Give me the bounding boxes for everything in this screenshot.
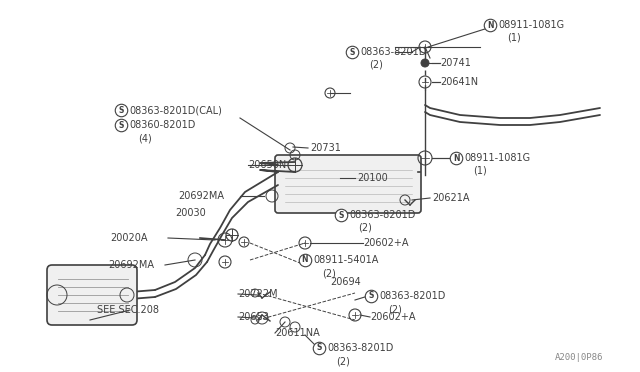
- Text: 08363-8201D(CAL): 08363-8201D(CAL): [129, 105, 222, 115]
- Text: 20694: 20694: [330, 277, 361, 287]
- Text: 20611NA: 20611NA: [275, 328, 320, 338]
- Text: 08363-8201D: 08363-8201D: [349, 210, 415, 220]
- FancyBboxPatch shape: [275, 155, 421, 213]
- Text: 20100: 20100: [357, 173, 388, 183]
- Text: 20692MA: 20692MA: [178, 191, 224, 201]
- Text: (2): (2): [336, 356, 350, 366]
- Text: 20621A: 20621A: [432, 193, 470, 203]
- Text: S: S: [316, 343, 322, 353]
- Text: 20731: 20731: [310, 143, 341, 153]
- Text: (2): (2): [369, 59, 383, 69]
- FancyBboxPatch shape: [47, 265, 137, 325]
- Text: 20650N: 20650N: [248, 160, 286, 170]
- Text: N: N: [452, 154, 460, 163]
- Text: 08360-8201D: 08360-8201D: [129, 120, 195, 130]
- Text: 20692MA: 20692MA: [108, 260, 154, 270]
- Text: (2): (2): [358, 222, 372, 232]
- Text: 20653: 20653: [238, 312, 269, 322]
- Text: 08363-8201D: 08363-8201D: [379, 291, 445, 301]
- Text: 20602+A: 20602+A: [370, 312, 415, 322]
- Text: (2): (2): [322, 268, 336, 278]
- Text: 20741: 20741: [440, 58, 471, 68]
- Text: 20641N: 20641N: [440, 77, 478, 87]
- Text: (2): (2): [388, 304, 402, 314]
- Text: A200|0P86: A200|0P86: [555, 353, 604, 362]
- Text: 08911-5401A: 08911-5401A: [313, 255, 378, 265]
- Circle shape: [421, 59, 429, 67]
- Text: 08363-8201D: 08363-8201D: [360, 47, 426, 57]
- Text: (1): (1): [507, 32, 521, 42]
- Text: (4): (4): [138, 133, 152, 143]
- Text: 20722M: 20722M: [238, 289, 278, 299]
- Text: S: S: [349, 48, 355, 57]
- Text: S: S: [368, 292, 374, 301]
- Text: S: S: [118, 121, 124, 129]
- Text: S: S: [118, 106, 124, 115]
- Text: 08911-1081G: 08911-1081G: [464, 153, 530, 163]
- Text: 08363-8201D: 08363-8201D: [327, 343, 394, 353]
- Text: 20020A: 20020A: [110, 233, 147, 243]
- Text: N: N: [487, 20, 493, 29]
- Text: 08911-1081G: 08911-1081G: [498, 20, 564, 30]
- Text: N: N: [301, 256, 308, 264]
- Text: S: S: [339, 211, 344, 219]
- Text: SEE SEC.208: SEE SEC.208: [97, 305, 159, 315]
- Text: (1): (1): [473, 165, 487, 175]
- Text: 20030: 20030: [175, 208, 205, 218]
- Text: 20602+A: 20602+A: [363, 238, 408, 248]
